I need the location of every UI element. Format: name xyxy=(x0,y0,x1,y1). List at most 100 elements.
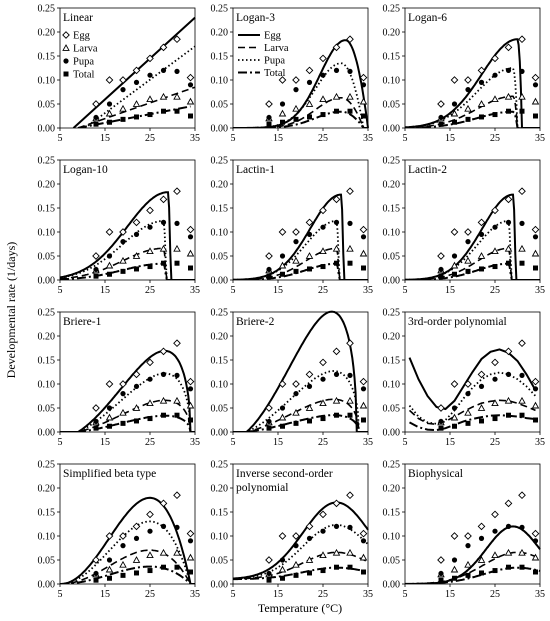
panel-title: Biophysical xyxy=(408,468,463,480)
point-egg xyxy=(504,195,513,204)
point-egg xyxy=(319,206,327,215)
curves xyxy=(405,38,540,128)
point-egg xyxy=(359,225,368,234)
point-egg xyxy=(518,187,526,196)
curve-egg xyxy=(233,39,369,128)
point-larva xyxy=(531,553,540,561)
curve-larva xyxy=(408,399,536,426)
point-larva xyxy=(332,548,341,556)
point-larva xyxy=(346,244,354,252)
point-egg xyxy=(159,195,168,204)
points xyxy=(437,491,540,583)
point-larva xyxy=(464,560,472,568)
point-total xyxy=(280,423,285,429)
curve-total xyxy=(60,414,195,432)
point-total xyxy=(93,425,99,431)
legend: Egg Larva Pupa Total xyxy=(62,31,98,81)
point-total xyxy=(93,577,99,583)
point-total xyxy=(465,420,471,426)
point-larva xyxy=(305,404,314,411)
panel-frame xyxy=(232,311,369,433)
point-total xyxy=(506,412,511,418)
point-total xyxy=(452,423,457,429)
point-total xyxy=(93,121,99,127)
point-total xyxy=(174,108,180,114)
point-larva xyxy=(332,244,341,252)
x-tick-label: 35 xyxy=(535,589,545,600)
point-pupa xyxy=(187,82,194,88)
point-total xyxy=(506,564,511,570)
point-larva xyxy=(105,565,114,573)
point-total xyxy=(147,112,153,118)
point-total xyxy=(347,260,353,266)
y-tick-label: 0.00 xyxy=(383,580,401,591)
point-pupa xyxy=(438,570,444,577)
point-larva xyxy=(186,249,195,257)
curve-pupa xyxy=(233,220,368,280)
point-pupa xyxy=(266,418,272,425)
point-total xyxy=(334,108,339,114)
legend-label-larva: Larva xyxy=(73,44,98,55)
point-pupa xyxy=(519,372,525,378)
point-larva xyxy=(146,551,154,559)
point-total xyxy=(293,116,299,122)
x-tick-label: 35 xyxy=(190,589,200,600)
y-tick-label: 0.25 xyxy=(211,460,229,471)
point-larva xyxy=(105,261,114,269)
point-pupa xyxy=(174,372,180,378)
point-egg xyxy=(491,510,499,519)
panel-biophysical: 0.00 0.05 0.10 0.15 0.20 0.25 5 15 25 35 Biophysic… xyxy=(383,460,546,601)
point-egg xyxy=(186,529,195,538)
point-pupa xyxy=(519,68,525,74)
point-pupa xyxy=(106,405,113,411)
x-tick-label: 5 xyxy=(58,589,63,600)
panel-title: Inverse second-order xyxy=(236,468,333,480)
point-pupa xyxy=(93,418,99,425)
point-total xyxy=(188,417,193,423)
point-total xyxy=(479,114,484,120)
point-larva xyxy=(105,413,114,421)
point-larva xyxy=(504,548,513,556)
x-tick-label: 35 xyxy=(363,589,373,600)
x-tick-label: 35 xyxy=(190,133,200,144)
x-tick-label: 15 xyxy=(273,133,283,144)
x-tick-label: 15 xyxy=(445,133,455,144)
y-tick-label: 0.20 xyxy=(383,180,401,191)
point-total xyxy=(307,418,312,424)
panel-title: Briere-1 xyxy=(63,316,102,328)
panel-lactin-2: 0.00 0.05 0.10 0.15 0.20 0.25 5 15 25 35 Lactin-2 xyxy=(383,156,546,297)
point-total xyxy=(120,268,126,274)
curves xyxy=(233,193,368,280)
point-larva xyxy=(531,401,540,409)
x-tick-label: 25 xyxy=(145,589,155,600)
y-tick-label: 0.10 xyxy=(211,76,229,87)
panel-title: Logan-3 xyxy=(236,12,275,24)
panel-frame xyxy=(232,159,369,281)
point-larva xyxy=(159,548,168,556)
panel-title: Briere-2 xyxy=(236,316,275,328)
y-tick-label: 0.25 xyxy=(383,460,401,471)
point-larva xyxy=(159,396,168,404)
curve-larva xyxy=(60,549,195,584)
point-total xyxy=(533,265,538,271)
x-tick-label: 15 xyxy=(273,589,283,600)
point-larva xyxy=(173,396,181,404)
x-tick-label: 5 xyxy=(403,285,408,296)
point-pupa xyxy=(360,234,367,240)
point-total xyxy=(334,260,339,266)
point-egg xyxy=(146,206,154,215)
point-total xyxy=(465,572,471,578)
point-egg xyxy=(278,228,287,236)
panel-frame xyxy=(59,311,196,433)
curve-pupa xyxy=(405,67,540,128)
point-pupa xyxy=(174,524,180,530)
point-larva xyxy=(464,256,472,264)
y-tick-label: 0.20 xyxy=(383,28,401,39)
x-tick-label: 15 xyxy=(445,437,455,448)
point-pupa xyxy=(160,219,167,225)
point-total xyxy=(438,425,444,431)
point-pupa xyxy=(451,253,458,259)
point-larva xyxy=(186,97,195,105)
points xyxy=(437,187,540,279)
point-larva xyxy=(119,408,127,416)
